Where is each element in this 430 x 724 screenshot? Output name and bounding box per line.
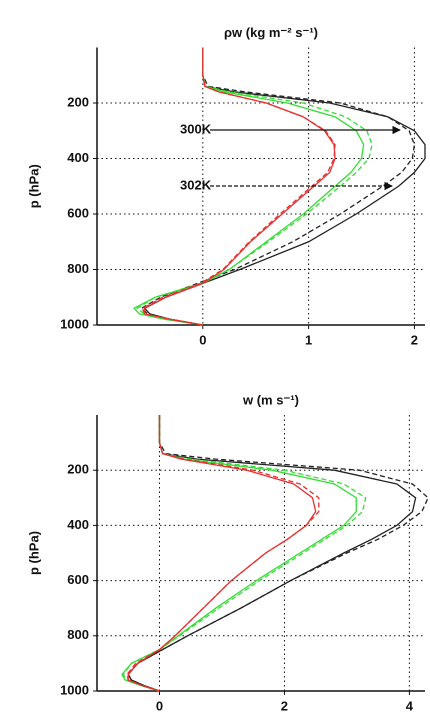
y-tick-label: 200 (67, 462, 89, 477)
x-tick-label: 0 (199, 332, 206, 347)
series-line (141, 47, 336, 326)
x-tick-label: 0 (156, 698, 163, 713)
y-tick-label: 800 (67, 261, 89, 276)
y-tick-label: 400 (67, 150, 89, 165)
series-line (136, 47, 373, 326)
y-tick-label: 1000 (60, 682, 89, 697)
series-line (132, 47, 365, 326)
x-tick-label: 1 (305, 332, 312, 347)
x-tick-label: 4 (406, 698, 414, 713)
series-line (127, 415, 317, 692)
y-tick-label: 600 (67, 205, 89, 220)
y-axis-label: p (hPa) (26, 531, 41, 575)
annotation: 300K (180, 121, 212, 136)
y-axis-label: p (hPa) (26, 164, 41, 208)
x-tick-label: 2 (411, 332, 418, 347)
chart-title: ρw (kg m⁻² s⁻¹) (224, 25, 318, 40)
series-line (126, 415, 320, 692)
x-tick-label: 2 (281, 698, 288, 713)
series-line (143, 47, 336, 326)
annotation: 302K (180, 177, 212, 192)
y-tick-label: 800 (67, 627, 89, 642)
series-line (122, 415, 367, 692)
y-tick-label: 1000 (60, 316, 89, 331)
series-line (121, 415, 357, 692)
y-tick-label: 400 (67, 517, 89, 532)
y-tick-label: 200 (67, 94, 89, 109)
chart-title: w (m s⁻¹) (242, 392, 299, 407)
y-tick-label: 600 (67, 572, 89, 587)
